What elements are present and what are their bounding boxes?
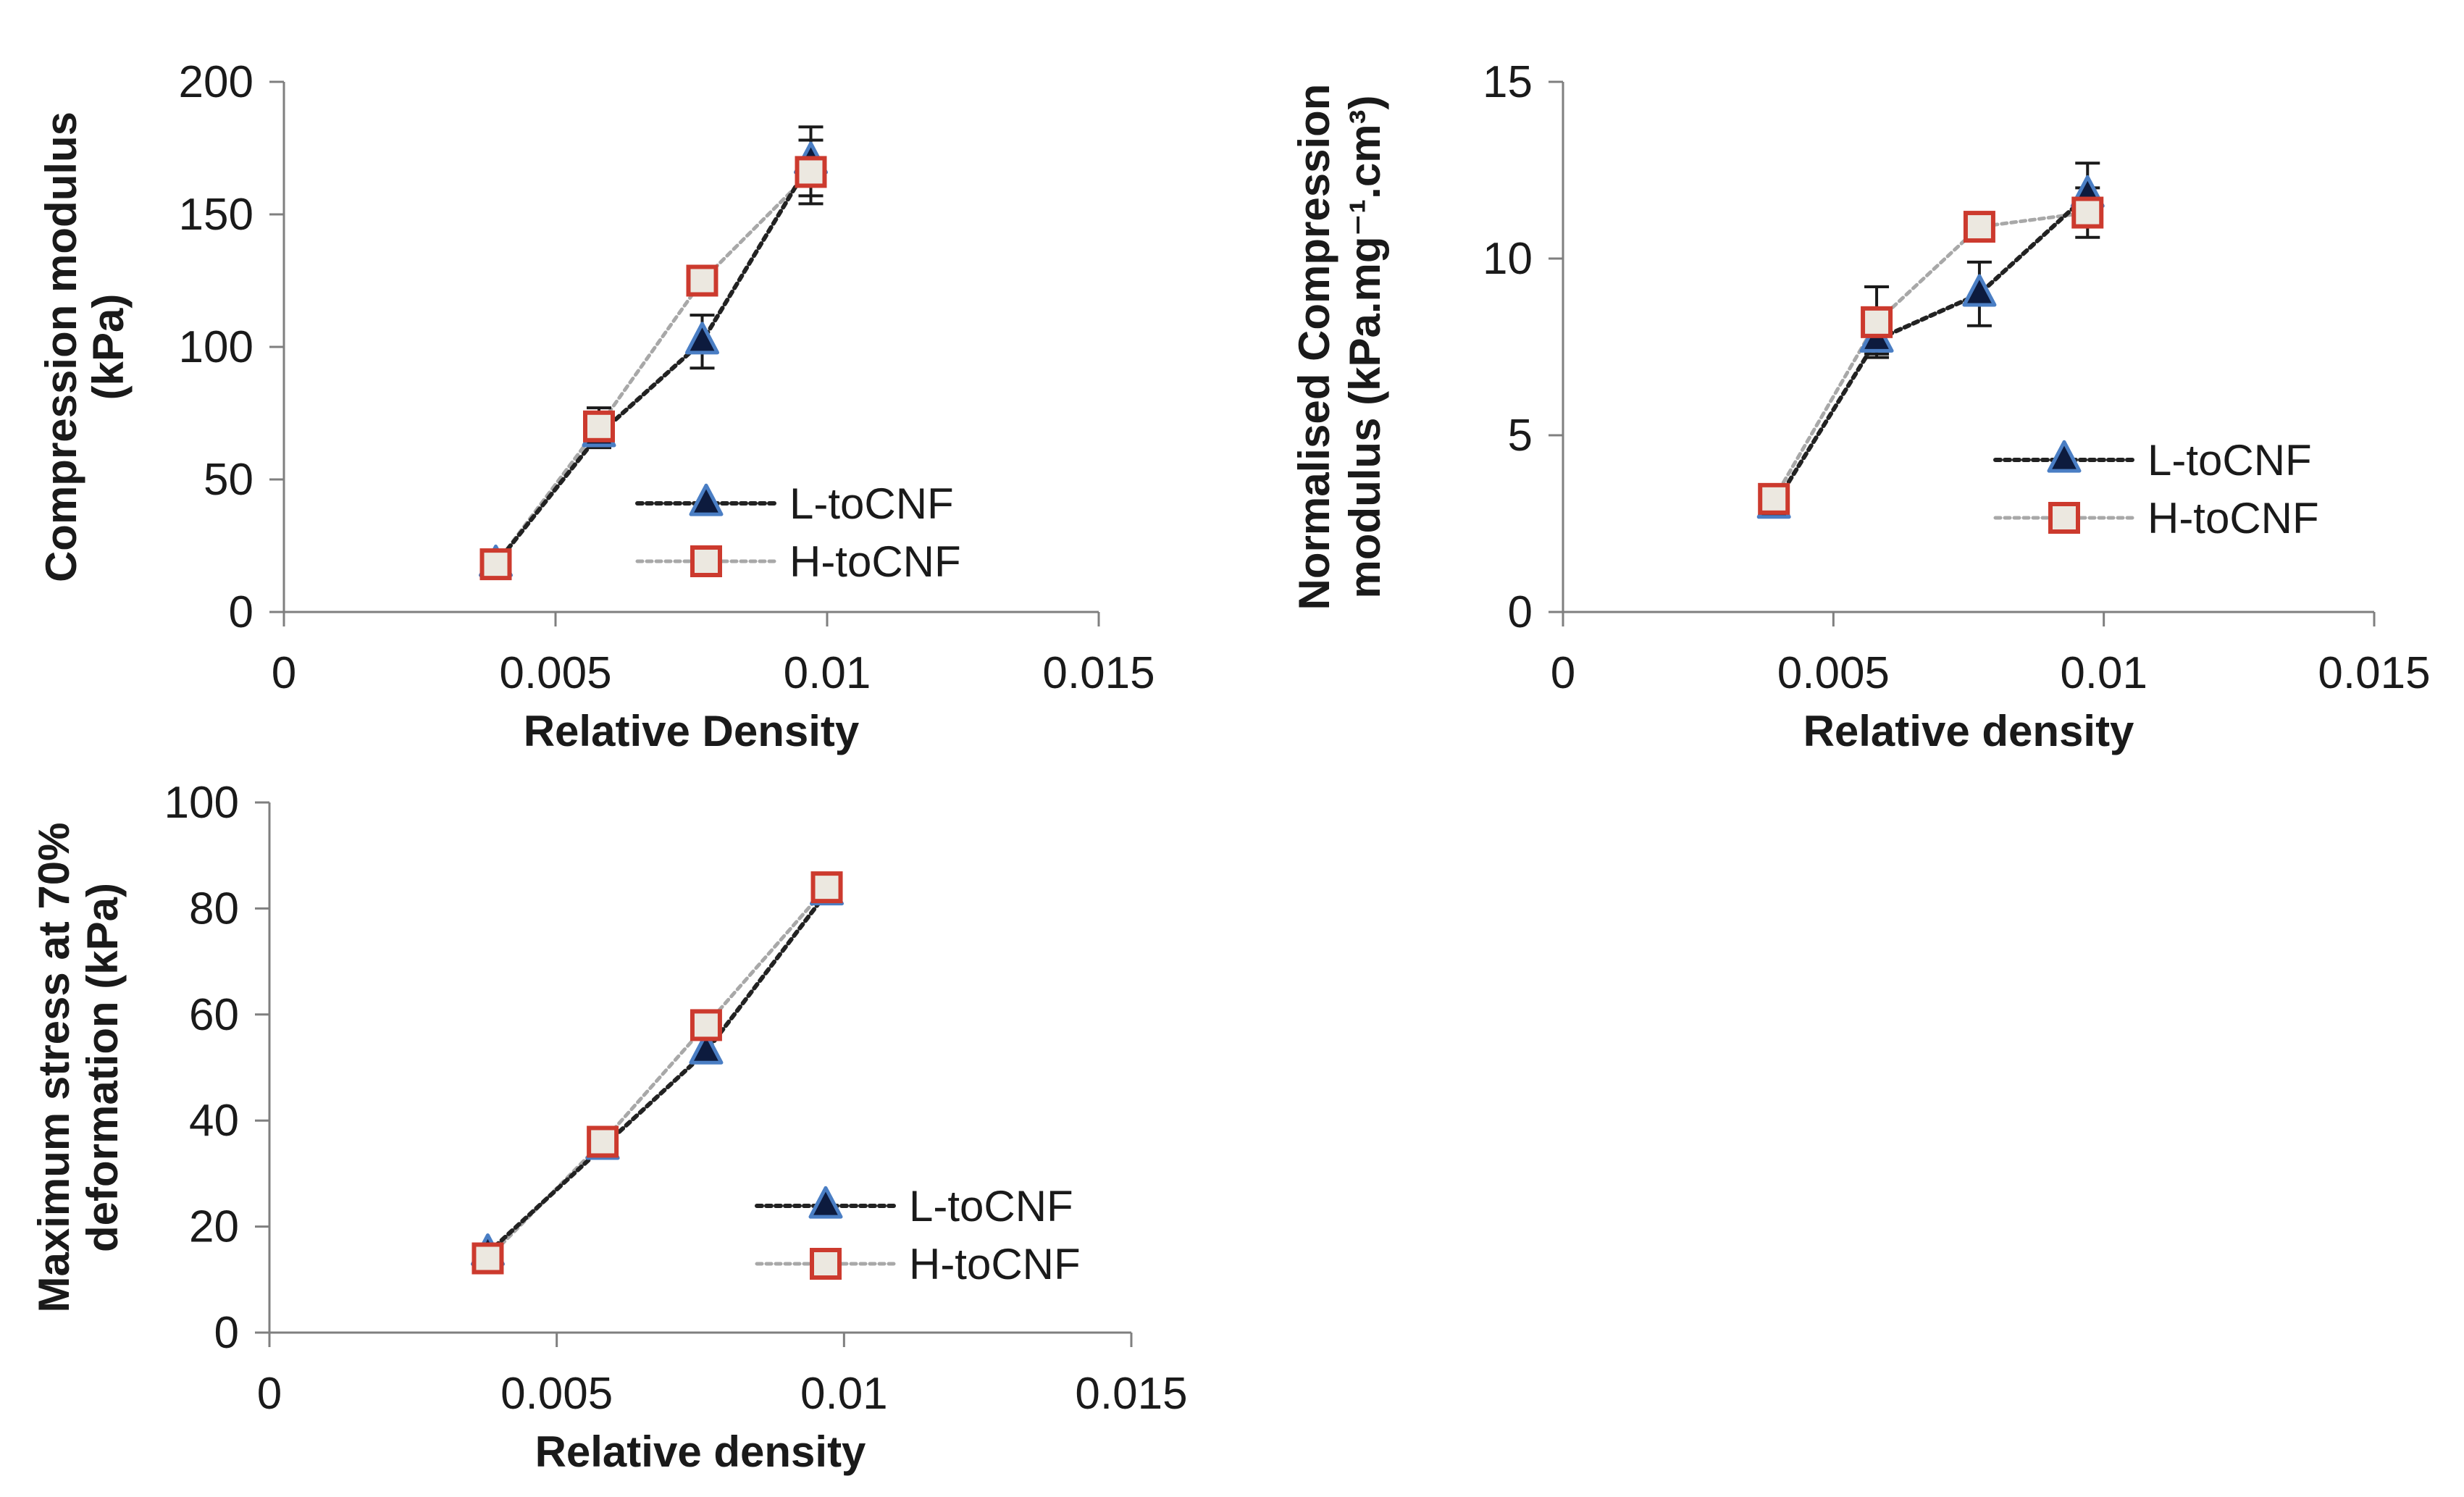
data-point-h-tocnf: [690, 1009, 722, 1041]
x-tick-label: 0.015: [2318, 648, 2430, 698]
x-axis-title: Relative Density: [524, 707, 860, 755]
y-tick-label: 150: [179, 190, 253, 240]
data-point-h-tocnf: [583, 410, 615, 443]
x-tick-label: 0.005: [499, 648, 611, 698]
legend: L-toCNF H-toCNF: [635, 479, 961, 586]
x-tick-label: 0: [272, 648, 296, 698]
data-point-h-tocnf: [795, 156, 827, 188]
legend-marker: [690, 545, 722, 577]
data-point-h-tocnf: [472, 1242, 504, 1275]
y-tick-label: 200: [179, 57, 253, 107]
legend-marker: [808, 1186, 843, 1219]
legend-marker: [810, 1248, 842, 1280]
y-tick-label: 10: [1483, 234, 1533, 284]
y-tick-label: 40: [189, 1096, 239, 1146]
data-point-h-tocnf: [479, 548, 512, 581]
y-tick-label: 0: [214, 1308, 239, 1358]
y-axis-title: Maximum stress at 70% deformation (kPa): [30, 823, 127, 1313]
x-tick-label: 0.01: [800, 1369, 888, 1419]
y-axis-title-line: modulus (kPa.mg⁻¹.cm³): [1341, 95, 1389, 598]
data-point-h-tocnf: [2071, 196, 2104, 229]
data-point-h-tocnf: [1861, 306, 1893, 338]
x-tick-label: 0: [1551, 648, 1575, 698]
legend-marker: [2047, 440, 2082, 473]
series-line-l-tocnf: [485, 890, 829, 1256]
legend: L-toCNF H-toCNF: [755, 1182, 1081, 1288]
chart-1: 0 50 100 150 200 0 0.005 0.01 0.015 Relative Dens…: [37, 57, 1155, 755]
data-point-h-tocnf: [1963, 211, 1995, 243]
y-tick-label: 15: [1483, 57, 1533, 107]
legend-label: H-toCNF: [909, 1240, 1081, 1288]
y-tick-label: 0: [1508, 587, 1533, 637]
y-axis-title: Compression modulus(kPa): [37, 112, 133, 582]
data-point-h-tocnf: [810, 871, 843, 904]
y-tick-label: 60: [189, 990, 239, 1040]
series-line-l-tocnf: [1772, 193, 2090, 508]
legend-label: L-toCNF: [2147, 436, 2312, 485]
y-tick-label: 50: [204, 455, 253, 505]
y-axis-title-line: Maximum stress at 70%: [30, 823, 78, 1313]
legend-label: L-toCNF: [909, 1182, 1073, 1230]
x-tick-label: 0.015: [1075, 1369, 1187, 1419]
data-point-h-tocnf: [686, 264, 718, 297]
y-tick-label: 80: [189, 884, 239, 934]
y-tick-label: 100: [164, 778, 239, 828]
legend-label: L-toCNF: [789, 479, 954, 528]
x-axis-title: Relative density: [1803, 707, 2134, 755]
data-point-l-tocnf: [685, 322, 719, 355]
legend-marker: [689, 483, 724, 516]
x-tick-label: 0.01: [2060, 648, 2147, 698]
x-tick-label: 0.015: [1042, 648, 1155, 698]
y-tick-label: 0: [229, 587, 253, 637]
y-axis-title-line: Compression modulus: [37, 112, 85, 582]
y-tick-label: 100: [179, 322, 253, 372]
data-point-l-tocnf: [1962, 274, 1997, 307]
data-point-h-tocnf: [1758, 482, 1790, 515]
data-point-l-tocnf: [689, 1031, 724, 1065]
series-line-h-tocnf: [485, 885, 829, 1261]
x-tick-label: 0.005: [1777, 648, 1890, 698]
legend: L-toCNF H-toCNF: [1993, 436, 2319, 542]
legend-label: H-toCNF: [2147, 494, 2319, 542]
x-axis-title: Relative density: [535, 1427, 866, 1476]
y-axis-title-line: (kPa): [84, 294, 133, 401]
series-line-h-tocnf: [1772, 211, 2090, 501]
x-tick-label: 0.005: [500, 1369, 613, 1419]
x-tick-label: 0: [257, 1369, 282, 1419]
y-tick-label: 5: [1508, 411, 1533, 461]
legend-label: H-toCNF: [789, 537, 961, 586]
x-tick-label: 0.01: [784, 648, 871, 698]
y-axis-title-line: deformation (kPa): [78, 883, 127, 1252]
chart-2: 0 5 10 15 0 0.005 0.01 0.015 Relative density Nor…: [1290, 57, 2431, 755]
legend-marker: [2048, 502, 2080, 534]
y-axis-title-line: Normalised Compression: [1290, 84, 1338, 611]
data-point-h-tocnf: [587, 1125, 619, 1158]
series-line-h-tocnf: [494, 169, 813, 566]
chart-3: 0 20 40 60 80 100 0 0.005 0.01 0.015 Relative dens…: [30, 778, 1188, 1476]
y-axis-title: Normalised Compression modulus (kPa.mg⁻¹.…: [1290, 84, 1389, 611]
y-tick-label: 20: [189, 1202, 239, 1252]
series-line-l-tocnf: [493, 159, 813, 567]
